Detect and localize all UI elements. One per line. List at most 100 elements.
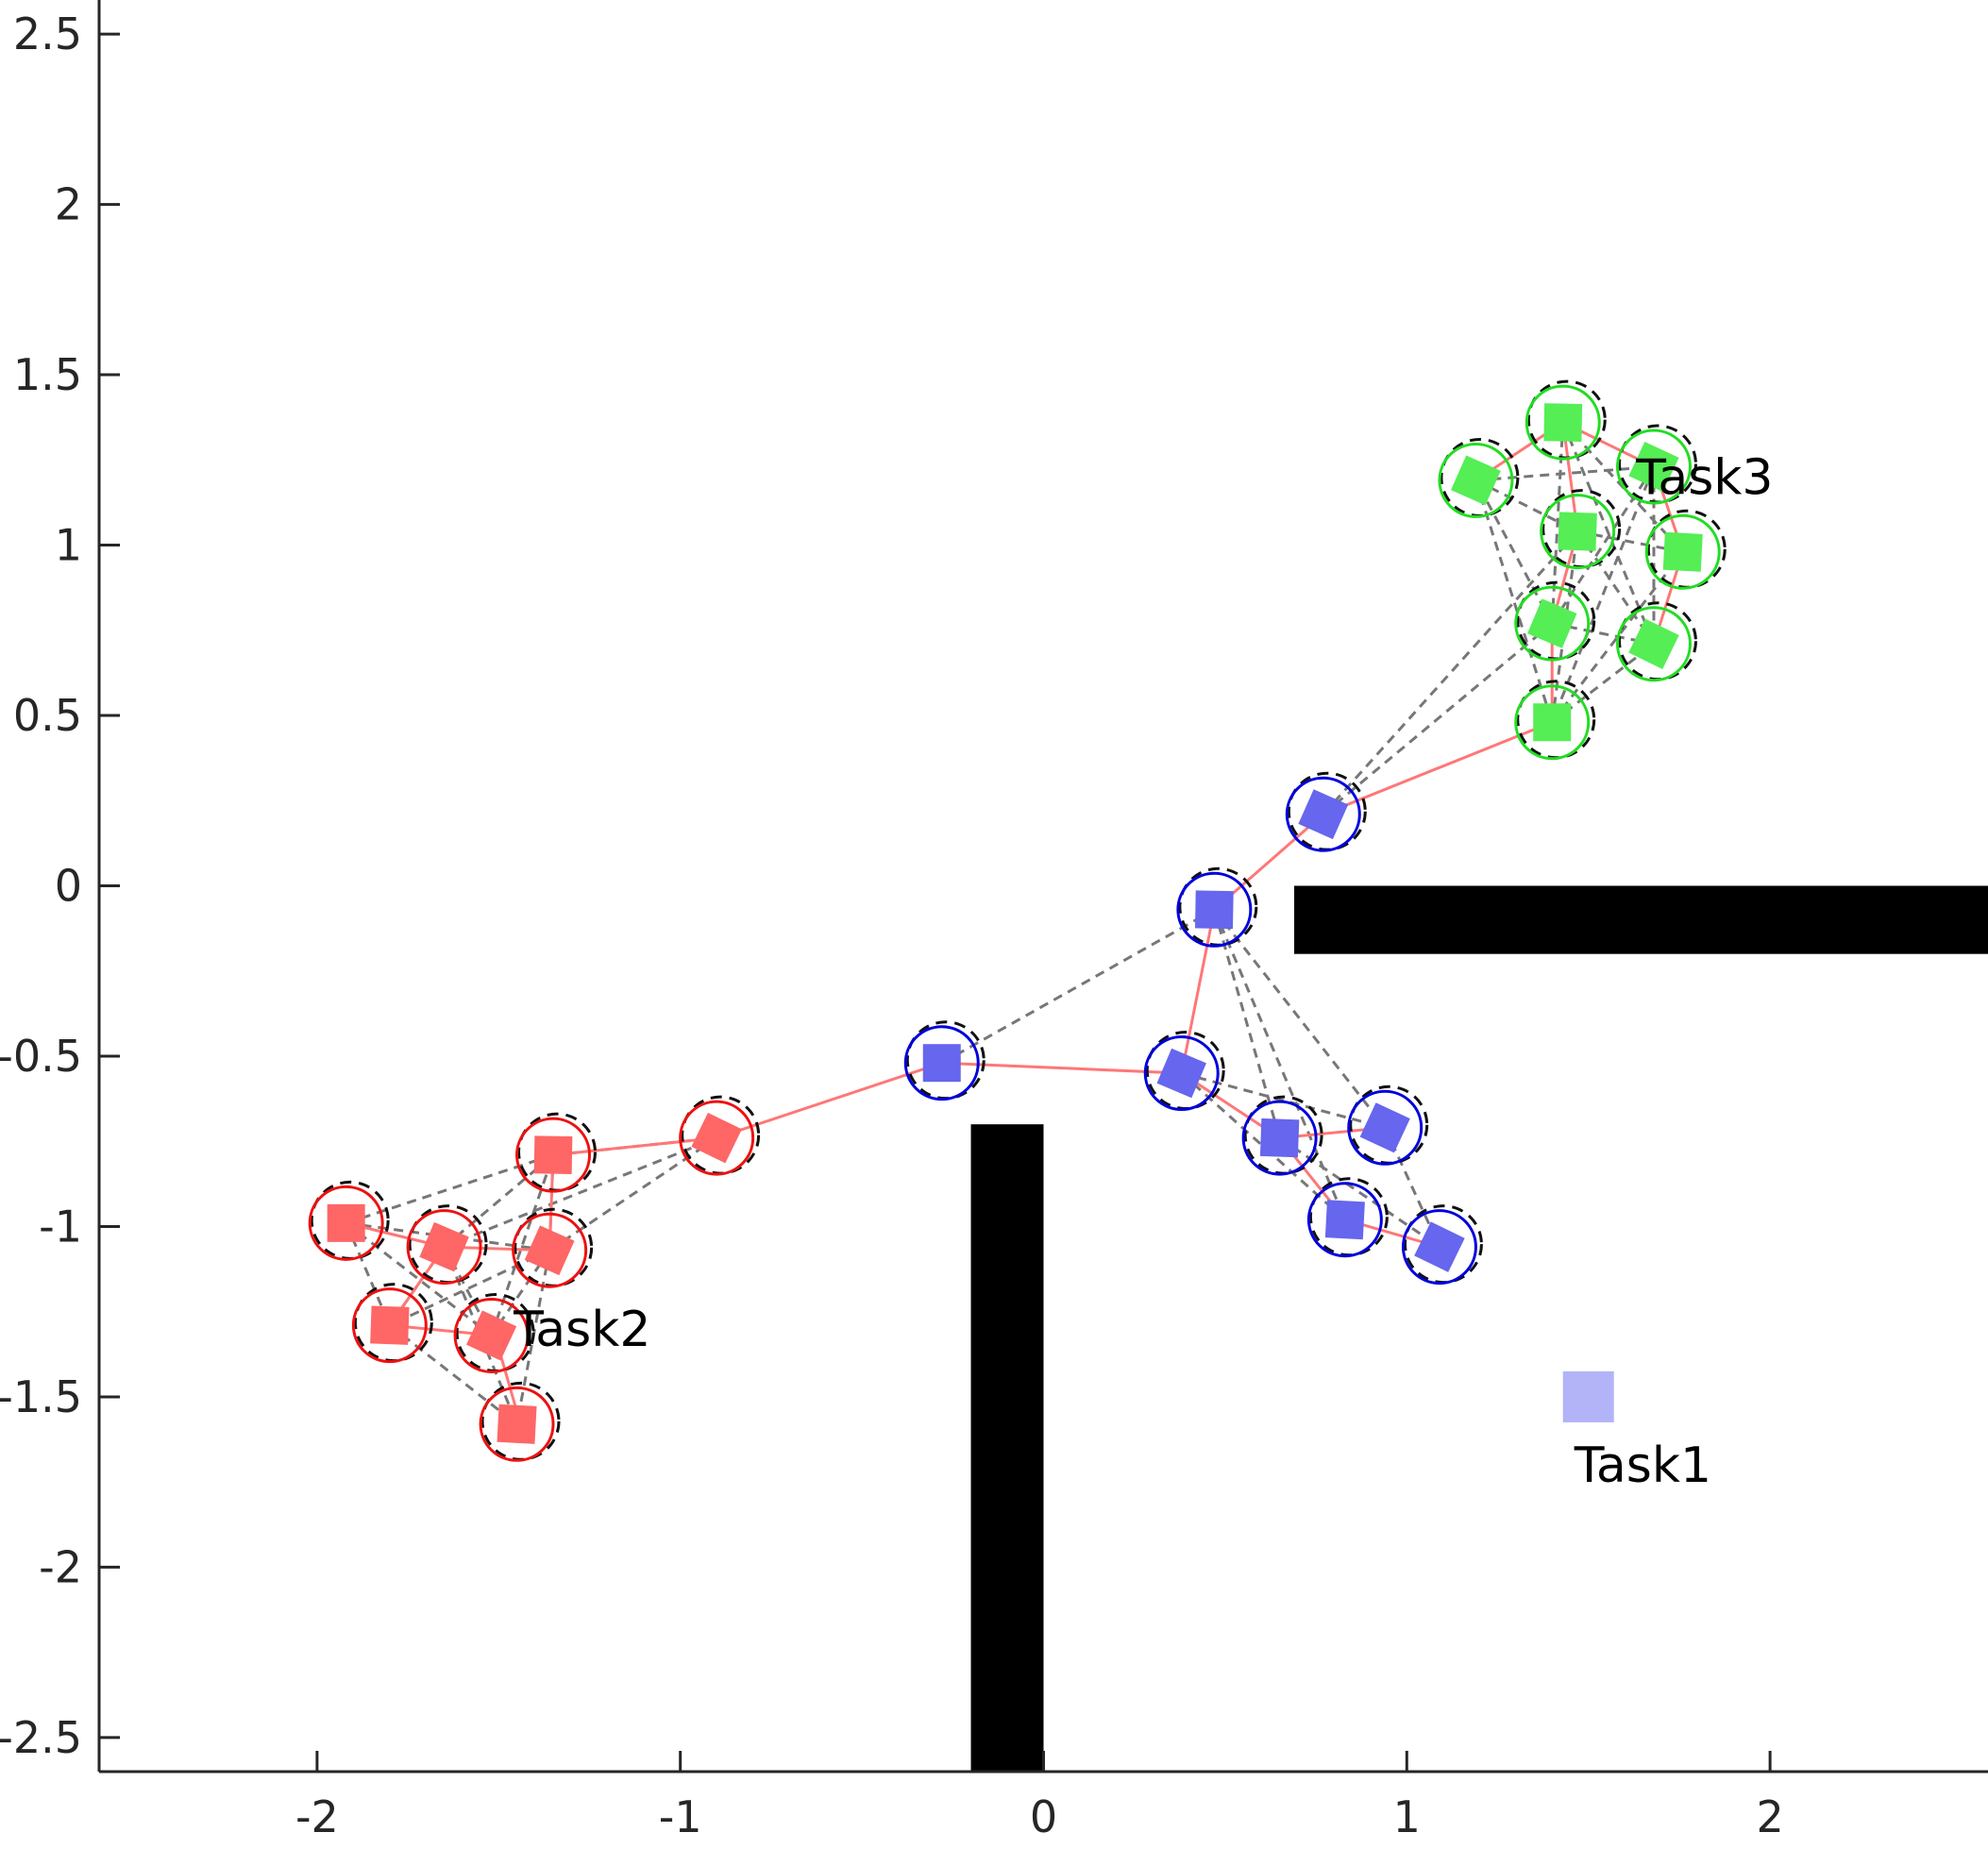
robot-task3 [1615, 424, 1697, 505]
robot-task3 [1514, 580, 1596, 662]
robot-task1 [1401, 1204, 1483, 1286]
y-tick-label: 0 [55, 861, 82, 912]
robot-body [691, 1112, 742, 1164]
robot-body [1359, 1102, 1410, 1153]
task-target-task1 [1562, 1370, 1614, 1422]
dashed-link [1322, 530, 1579, 815]
robot-body [1324, 1200, 1365, 1240]
robot-body [466, 1310, 517, 1361]
obstacle-vertical-wall [970, 1124, 1044, 1772]
robot-task1 [903, 1020, 986, 1101]
robot-ring [1176, 871, 1253, 948]
robot-body [1527, 598, 1577, 648]
robot-task1 [1306, 1177, 1389, 1258]
dashed-link [1475, 465, 1655, 482]
robot-task2 [512, 1207, 594, 1288]
robot-task1 [1176, 866, 1258, 948]
x-tick-label: 1 [1393, 1791, 1421, 1842]
robot-ring [1306, 1182, 1383, 1258]
dashed-link [548, 1136, 718, 1252]
robot-task2 [479, 1381, 561, 1462]
dashed-link [1474, 479, 1578, 533]
robot-task2 [308, 1180, 390, 1261]
y-tick-label: 1.5 [13, 349, 82, 400]
dashed-link [1474, 479, 1554, 625]
robot-ring [1143, 1035, 1220, 1112]
robot-ring [1438, 442, 1514, 518]
y-tick-label: -1 [39, 1201, 82, 1252]
robot-body [1195, 890, 1234, 930]
dashed-link [388, 1323, 518, 1426]
dashed-link [1550, 465, 1656, 723]
y-tick-label: 0.5 [13, 690, 82, 741]
x-tick-label: 0 [1030, 1791, 1057, 1842]
robot-ring [1514, 684, 1591, 761]
dashed-link [1278, 1136, 1440, 1249]
robot-body [1533, 703, 1572, 742]
dashed-link [1322, 622, 1554, 815]
robot-body [1259, 1118, 1300, 1158]
robot-body [1558, 512, 1597, 551]
robot-body [1543, 403, 1583, 442]
y-tick-label: 1 [55, 520, 82, 571]
robot-ring [1347, 1089, 1424, 1166]
robot-ring [515, 1117, 591, 1193]
robot-task3 [1644, 509, 1727, 590]
task-label-task2: Task2 [513, 1302, 650, 1358]
robot-ring [1525, 384, 1601, 461]
obstacles-layer [970, 885, 1988, 1772]
robot-ring [1401, 1209, 1477, 1286]
robot-ring [1285, 776, 1361, 852]
robot-ring [351, 1287, 428, 1364]
robot-body [1628, 618, 1679, 669]
robot-ring [679, 1100, 755, 1176]
robot-body [1662, 531, 1703, 572]
obstacle-horizontal-wall [1294, 885, 1988, 954]
robot-ring [1615, 606, 1692, 682]
dashed-link [941, 908, 1216, 1065]
dashed-link [1550, 422, 1565, 624]
robot-task3 [1514, 680, 1596, 761]
robot-ring [453, 1297, 530, 1373]
x-tick-label: -1 [659, 1791, 702, 1842]
x-tick-label: -2 [295, 1791, 339, 1842]
robot-ring [1644, 513, 1721, 590]
robot-task3 [1438, 437, 1520, 518]
robot-body [1628, 441, 1679, 493]
task-label-task3: Task3 [1635, 449, 1773, 506]
robot-body [1414, 1221, 1465, 1272]
dashed-link [1474, 479, 1554, 723]
robot-ring [479, 1386, 555, 1462]
y-tick-label: -2 [39, 1541, 82, 1592]
robot-task2 [453, 1292, 535, 1373]
formation-path [345, 420, 1685, 1425]
robot-task3 [1615, 601, 1697, 682]
robot-ring [406, 1209, 482, 1286]
robot-ring [1540, 494, 1616, 570]
robot-ring [1615, 429, 1692, 505]
robot-task1 [1143, 1031, 1225, 1112]
robot-task1 [1241, 1095, 1323, 1176]
y-tick-label: 2 [55, 179, 82, 230]
dashed-link [444, 1136, 717, 1249]
robot-body [1298, 789, 1349, 840]
robot-task3 [1540, 489, 1622, 570]
x-tick-label: 2 [1756, 1791, 1783, 1842]
robot-task1 [1285, 771, 1367, 852]
robot-ring [1514, 585, 1591, 662]
y-tick-label: -0.5 [0, 1031, 82, 1082]
robot-body [1451, 455, 1501, 506]
dashed-link [389, 1249, 550, 1327]
task-labels-layer: Task1 Task2 Task3 [513, 449, 1773, 1494]
robot-task3 [1525, 379, 1607, 461]
robot-task2 [351, 1283, 433, 1364]
y-tick-label: -1.5 [0, 1371, 82, 1422]
robot-task2 [406, 1204, 488, 1286]
robot-body [327, 1203, 365, 1242]
robot-body [1156, 1048, 1206, 1099]
dashed-link [345, 1221, 493, 1337]
robot-body [419, 1221, 469, 1272]
dashed-link [345, 1153, 554, 1225]
